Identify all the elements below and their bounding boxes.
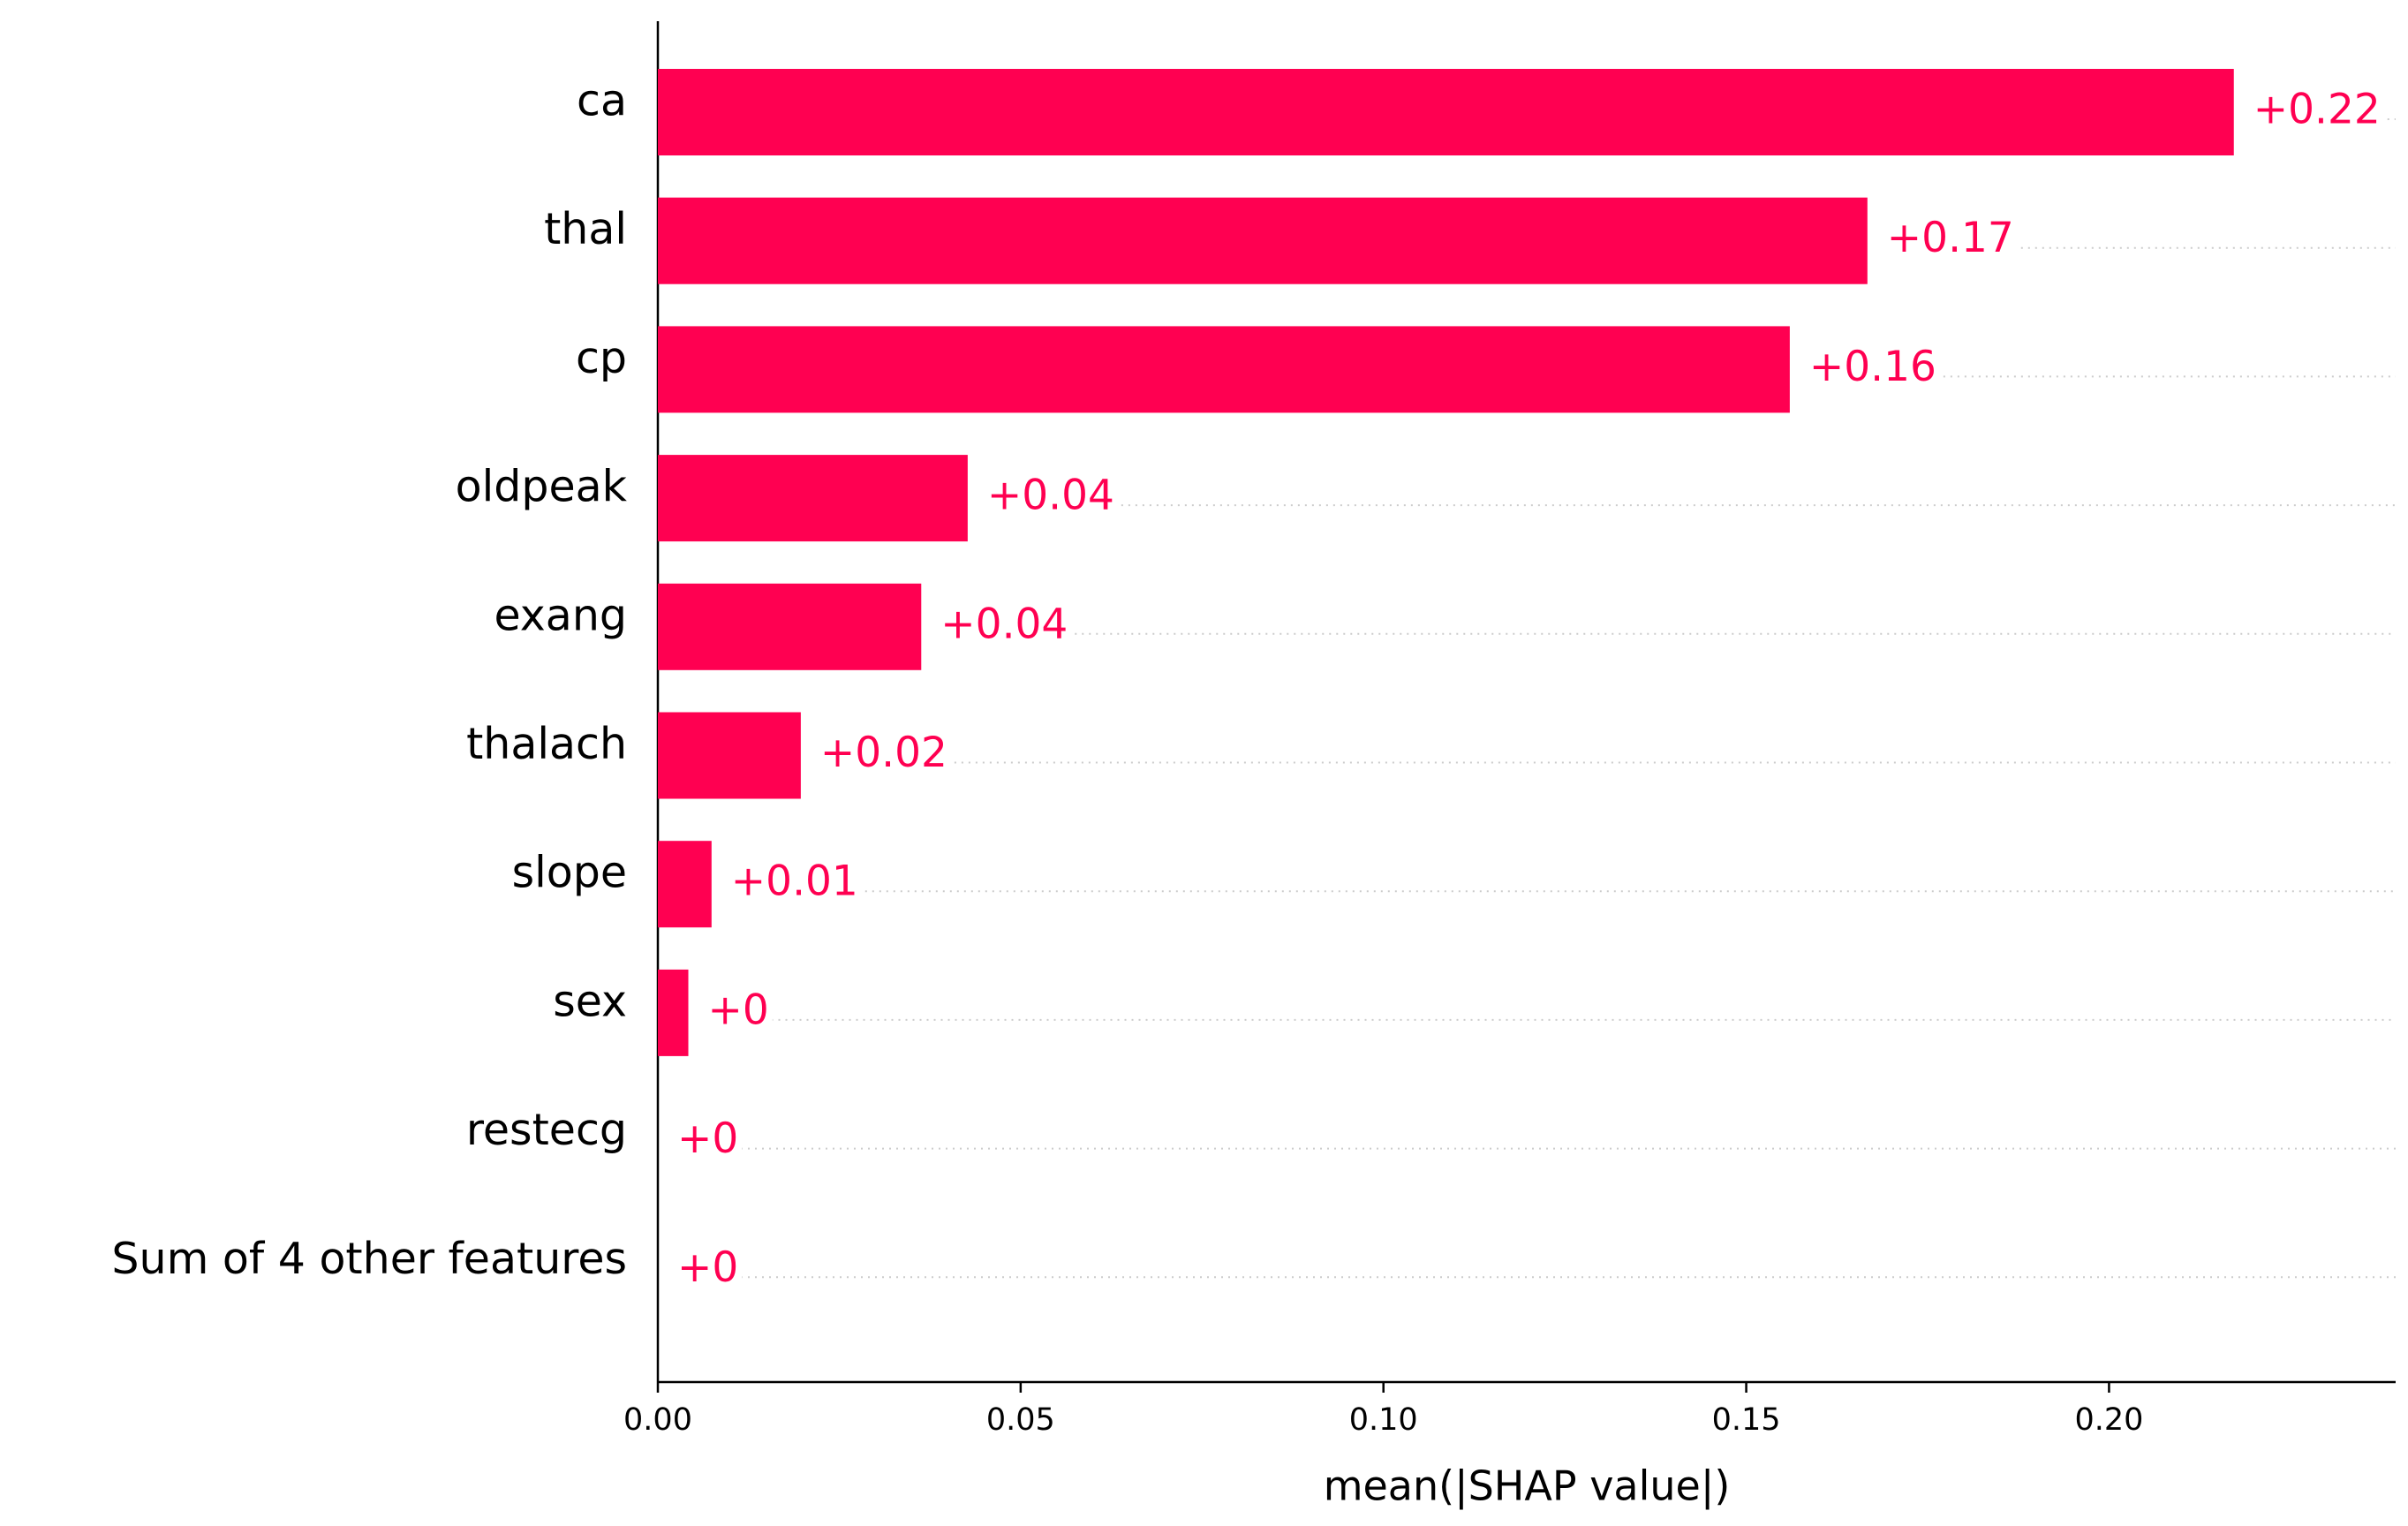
label-bg [704, 986, 773, 1035]
value-label: +0 [677, 1114, 738, 1163]
x-tick-label: 0.00 [623, 1402, 692, 1438]
y-tick-label: cp [576, 333, 627, 383]
value-label: +0.04 [987, 472, 1114, 520]
x-tick-label: 0.15 [1712, 1402, 1781, 1438]
y-tick-label: thal [544, 204, 627, 254]
y-tick-label: ca [577, 76, 627, 126]
x-tick-label: 0.20 [2074, 1402, 2143, 1438]
label-bg [674, 1114, 743, 1164]
value-label: +0.22 [2253, 86, 2381, 134]
bar [658, 455, 968, 542]
bar [658, 969, 689, 1056]
bar [658, 69, 2234, 155]
label-bg [937, 600, 1072, 649]
y-tick-label: slope [512, 848, 627, 898]
label-bg [727, 857, 862, 906]
label-bg [674, 1243, 743, 1292]
bar [658, 712, 801, 799]
bar [658, 326, 1790, 413]
y-tick-label: oldpeak [456, 462, 628, 512]
value-label: +0 [677, 1243, 738, 1292]
y-tick-label: sex [553, 976, 627, 1026]
bar [658, 583, 922, 670]
value-label: +0.02 [820, 729, 947, 777]
value-label: +0.04 [940, 600, 1068, 648]
label-bg [2249, 85, 2384, 134]
x-tick-label: 0.05 [986, 1402, 1055, 1438]
x-tick-label: 0.10 [1349, 1402, 1418, 1438]
label-bg [1883, 214, 2018, 263]
label-bg [983, 471, 1118, 520]
y-tick-label: thalach [466, 719, 627, 769]
value-label: +0 [708, 986, 769, 1034]
label-bg [816, 729, 951, 777]
bar [658, 841, 712, 928]
y-tick-label: exang [494, 590, 627, 640]
bar [658, 197, 1868, 284]
y-tick-label: restecg [466, 1105, 627, 1155]
value-label: +0.16 [1809, 343, 1936, 391]
value-label: +0.17 [1887, 214, 2014, 262]
value-label: +0.01 [731, 857, 858, 906]
y-tick-label: Sum of 4 other features [111, 1234, 627, 1284]
label-bg [1805, 342, 1940, 391]
x-axis-label: mean(|SHAP value|) [1324, 1462, 1731, 1511]
